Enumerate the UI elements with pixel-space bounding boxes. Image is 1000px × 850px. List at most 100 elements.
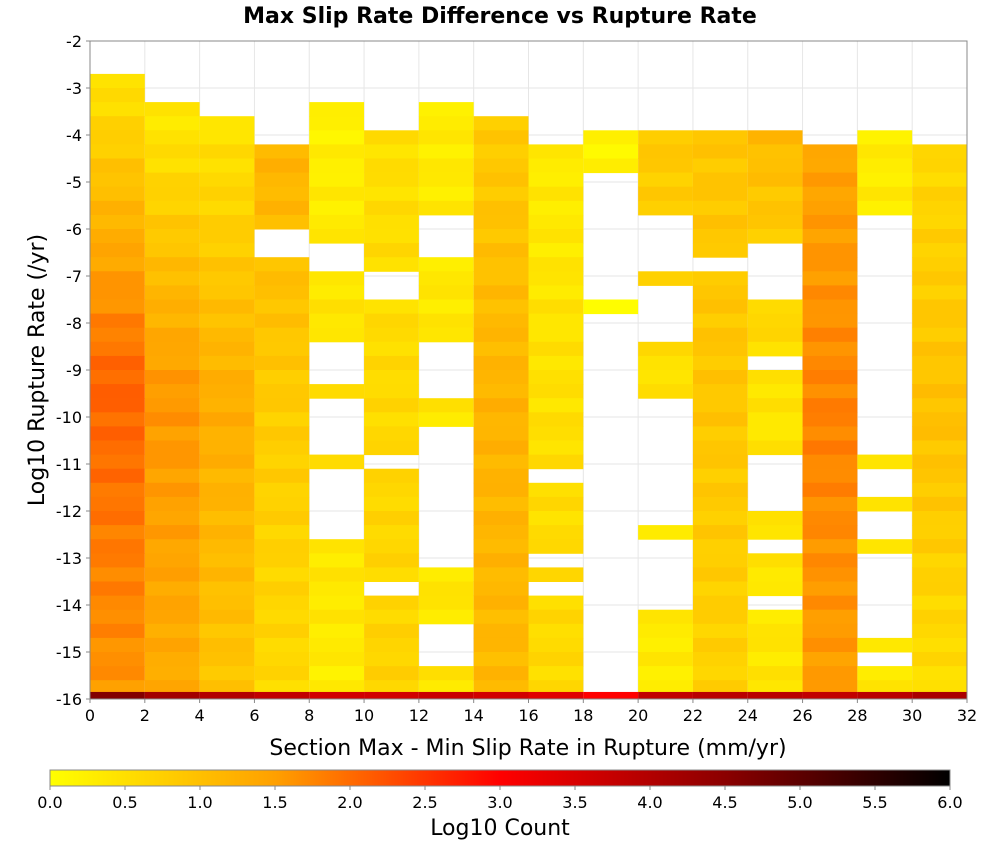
heatmap-cell — [473, 623, 529, 639]
heatmap-cell — [199, 158, 255, 174]
heatmap-cell — [638, 370, 693, 385]
heatmap-cell — [802, 581, 858, 597]
heatmap-cell — [747, 214, 803, 230]
heatmap-cell — [912, 313, 967, 329]
heatmap-cell — [254, 581, 310, 597]
heatmap-cell — [144, 482, 200, 498]
heatmap-cell — [199, 539, 255, 554]
heatmap-cell — [692, 144, 748, 159]
heatmap-cell — [309, 299, 365, 315]
heatmap-cell — [912, 609, 967, 625]
heatmap-cell — [912, 468, 967, 484]
heatmap-cell — [254, 567, 310, 582]
heatmap-cell — [418, 567, 474, 582]
heatmap-cell — [638, 271, 693, 286]
heatmap-cell — [528, 440, 584, 456]
heatmap-cell — [638, 666, 693, 681]
heatmap-cell — [199, 609, 255, 625]
heatmap-cell — [528, 454, 584, 470]
heatmap-cell — [144, 398, 200, 413]
heatmap-cell — [199, 623, 255, 639]
heatmap-cell — [692, 186, 748, 202]
heatmap-cell — [418, 609, 474, 625]
colorbar-tick-label: 5.5 — [862, 793, 887, 812]
heatmap-cell — [802, 680, 858, 693]
heatmap-cell — [199, 652, 255, 667]
heatmap-cell — [802, 257, 858, 272]
heatmap-cell — [309, 637, 365, 653]
heatmap-cell — [199, 172, 255, 188]
heatmap-cell — [692, 567, 748, 582]
heatmap-cell — [309, 623, 365, 639]
x-tick-label: 18 — [573, 706, 593, 725]
heatmap-cell — [364, 637, 419, 653]
heatmap-cell — [90, 680, 145, 693]
heatmap-cell — [692, 200, 748, 216]
x-tick-label: 16 — [518, 706, 538, 725]
heatmap-cell — [309, 595, 365, 611]
heatmap-cell — [473, 229, 529, 244]
heatmap-cell — [144, 426, 200, 441]
heatmap-cell — [747, 581, 803, 597]
heatmap-cell — [747, 172, 803, 188]
heatmap-cell — [309, 553, 365, 568]
heatmap-cell — [912, 355, 967, 371]
heatmap-cell-bottom-row — [747, 691, 803, 699]
heatmap-cell — [364, 257, 419, 272]
y-tick-label: -7 — [66, 267, 82, 286]
heatmap-cell — [747, 609, 803, 625]
heatmap-cell-bottom-row — [802, 691, 858, 699]
heatmap-cell — [747, 652, 803, 667]
heatmap-cell — [692, 581, 748, 597]
heatmap-cell — [199, 666, 255, 681]
heatmap-cell — [90, 496, 145, 512]
heatmap-cell — [418, 172, 474, 188]
heatmap-cell — [309, 158, 365, 174]
heatmap-cell — [144, 637, 200, 653]
heatmap-cell — [473, 525, 529, 540]
heatmap-cell — [90, 271, 145, 286]
heatmap-cell — [199, 680, 255, 693]
colorbar-tick-label: 3.5 — [562, 793, 587, 812]
heatmap-cell — [144, 158, 200, 174]
y-tick-label: -8 — [66, 314, 82, 333]
heatmap-cell — [692, 355, 748, 371]
heatmap-cell — [199, 595, 255, 611]
heatmap-cell — [638, 158, 693, 174]
heatmap-cell — [199, 313, 255, 329]
heatmap-cell — [90, 144, 145, 159]
heatmap-cell — [473, 553, 529, 568]
heatmap-cell — [802, 158, 858, 174]
heatmap-cell — [144, 257, 200, 272]
heatmap-cell — [309, 229, 365, 244]
heatmap-cell — [144, 412, 200, 427]
heatmap-cell — [802, 214, 858, 230]
heatmap-cell — [90, 581, 145, 597]
heatmap-cell — [802, 200, 858, 216]
heatmap-cell — [912, 257, 967, 272]
heatmap-cell — [144, 525, 200, 540]
heatmap-cell — [638, 172, 693, 188]
heatmap-cell-bottom-row — [90, 691, 145, 699]
y-tick-label: -16 — [56, 690, 82, 709]
heatmap-cell — [473, 468, 529, 484]
heatmap-cell-bottom-row — [309, 691, 365, 699]
heatmap-cell — [747, 623, 803, 639]
heatmap-cell — [912, 454, 967, 470]
heatmap-cell — [309, 144, 365, 159]
heatmap-cell — [364, 539, 419, 554]
heatmap-cell — [692, 172, 748, 188]
heatmap-cell — [90, 623, 145, 639]
heatmap-cell — [418, 130, 474, 145]
heatmap-cell — [912, 214, 967, 230]
colorbar-tick-label: 2.0 — [337, 793, 362, 812]
heatmap-cell — [638, 341, 693, 357]
x-tick-label: 10 — [354, 706, 374, 725]
heatmap-cell — [473, 172, 529, 188]
heatmap-cell — [473, 680, 529, 693]
heatmap-cell — [199, 130, 255, 145]
heatmap-cell — [912, 623, 967, 639]
heatmap-cell — [912, 426, 967, 441]
heatmap-cell — [912, 440, 967, 456]
x-tick-label: 28 — [847, 706, 867, 725]
